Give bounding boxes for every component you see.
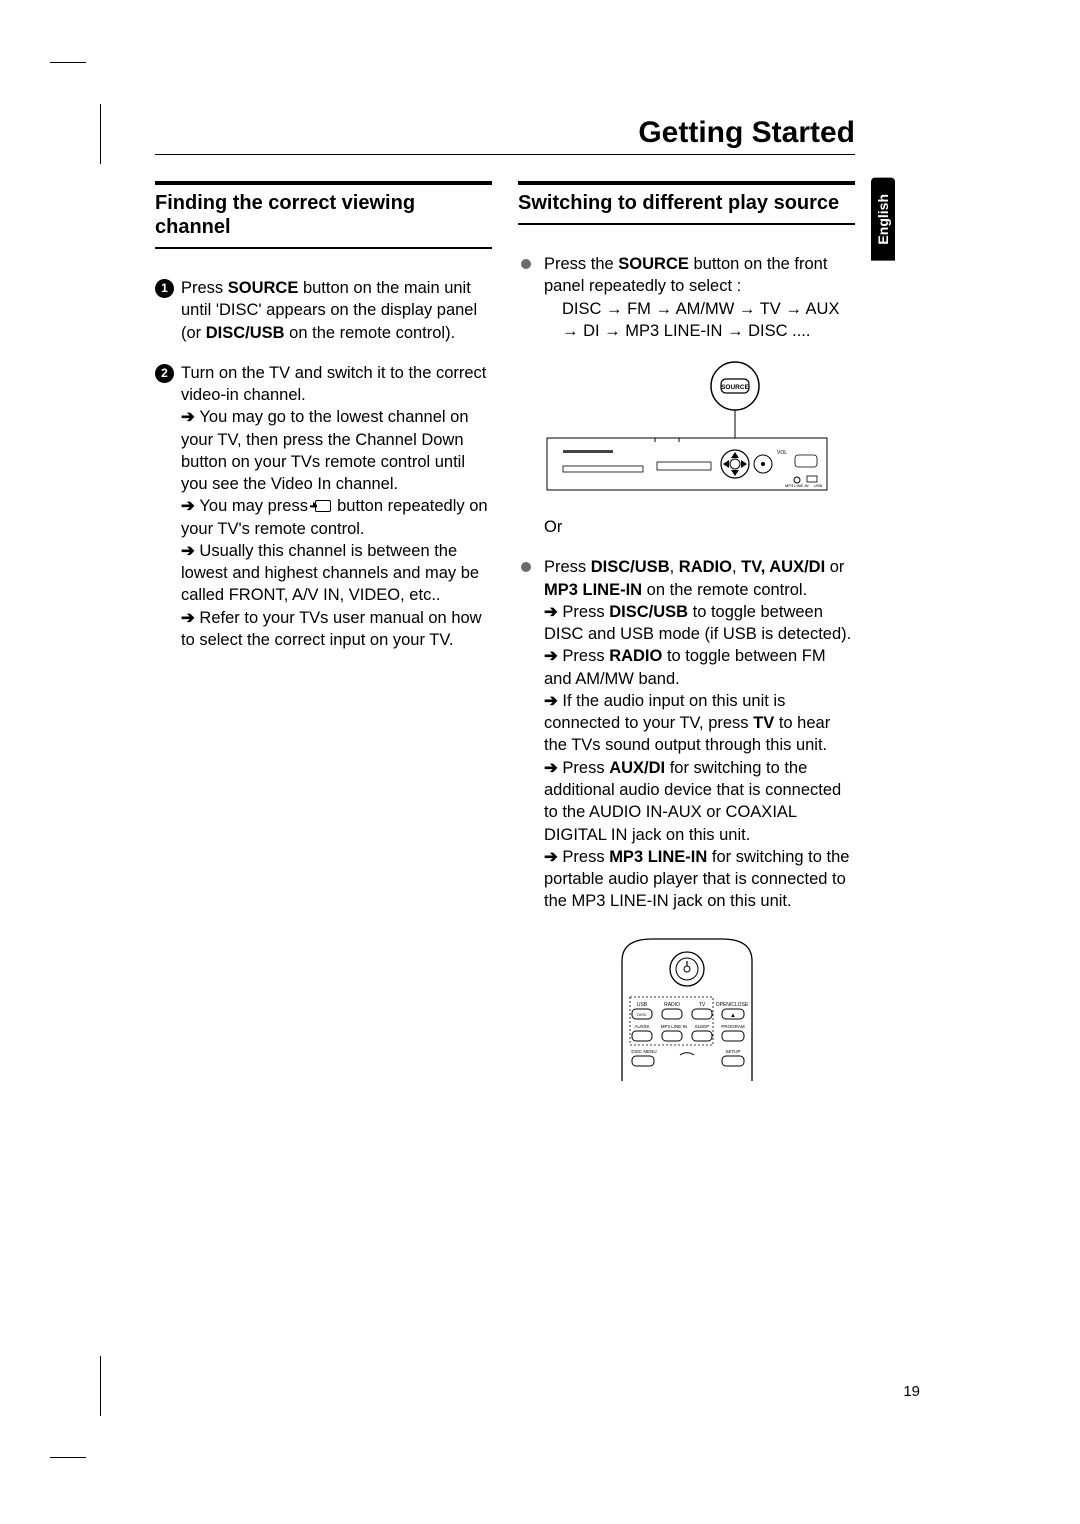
svg-text:USB: USB [636, 1002, 647, 1008]
bullet-detail: If the audio input on this unit is conne… [544, 692, 830, 755]
input-source-icon [315, 500, 331, 512]
remote-diagram: USB RADIO TV OPEN/CLOSE DISC ▲ AUX/DI MP… [602, 931, 772, 1081]
step-number-icon: 1 [155, 279, 174, 298]
bullet-detail: Press AUX/DI for switching to the additi… [544, 759, 841, 844]
bullet-detail: Press MP3 LINE-IN for switching to the p… [544, 848, 849, 911]
source-button-label: SOURCE [721, 384, 749, 391]
bullet-detail: Press DISC/USB to toggle between DISC an… [544, 603, 851, 643]
bullet-1: Press the SOURCE button on the front pan… [518, 253, 855, 342]
svg-text:RADIO: RADIO [664, 1002, 680, 1008]
left-column: Finding the correct viewing channel 1 Pr… [155, 181, 492, 1081]
step-1: 1 Press SOURCE button on the main unit u… [155, 277, 492, 344]
svg-text:▲: ▲ [730, 1013, 736, 1019]
page-title: Getting Started [155, 116, 855, 154]
language-tab: English [871, 178, 895, 261]
step-text: Turn on the TV and switch it to the corr… [181, 364, 486, 404]
section-title-left: Finding the correct viewing channel [155, 181, 492, 249]
device-diagram: VOL MP3 LINE-IN USB SOURCE [537, 360, 837, 500]
bullet-text: Press the SOURCE button on the front pan… [544, 255, 827, 295]
svg-text:SETUP: SETUP [725, 1049, 740, 1054]
svg-text:DISC MENU: DISC MENU [631, 1049, 656, 1054]
vol-label: VOL [777, 450, 787, 456]
bullet-2: Press DISC/USB, RADIO, TV, AUX/DI or MP3… [518, 556, 855, 912]
right-column: Switching to different play source Press… [518, 181, 855, 1081]
bullet-text: Press DISC/USB, RADIO, TV, AUX/DI or MP3… [544, 558, 844, 598]
step-2: 2 Turn on the TV and switch it to the co… [155, 362, 492, 651]
step-detail: You may press button repeatedly on your … [181, 497, 488, 537]
step-detail: Refer to your TVs user manual on how to … [181, 609, 482, 649]
manual-page: English Getting Started Finding the corr… [155, 116, 855, 1081]
step-detail: You may go to the lowest channel on your… [181, 408, 469, 493]
step-detail: Usually this channel is between the lowe… [181, 542, 479, 605]
usb-label: USB [814, 483, 823, 488]
source-sequence: DISC → FM → AM/MW → TV → AUX → DI → MP3 … [544, 298, 855, 343]
svg-text:OPEN/CLOSE: OPEN/CLOSE [715, 1002, 748, 1008]
bullet-icon [521, 259, 531, 269]
step-number-icon: 2 [155, 364, 174, 383]
page-number: 19 [903, 1383, 920, 1400]
section-title-right: Switching to different play source [518, 181, 855, 225]
bullet-icon [521, 562, 531, 572]
or-text: Or [518, 516, 855, 538]
svg-text:PROGRAM: PROGRAM [721, 1024, 745, 1029]
svg-text:AUX/DI: AUX/DI [634, 1024, 649, 1029]
columns: Finding the correct viewing channel 1 Pr… [155, 181, 855, 1081]
svg-text:MP3 LINE-IN: MP3 LINE-IN [660, 1024, 687, 1029]
title-rule [155, 154, 855, 155]
svg-text:DISC: DISC [637, 1012, 647, 1017]
svg-text:TV: TV [698, 1002, 705, 1008]
svg-text:SLEEP: SLEEP [694, 1024, 709, 1029]
step-text: Press SOURCE button on the main unit unt… [181, 279, 477, 342]
line-in-label: MP3 LINE-IN [785, 483, 809, 488]
bullet-detail: Press RADIO to toggle between FM and AM/… [544, 647, 826, 687]
